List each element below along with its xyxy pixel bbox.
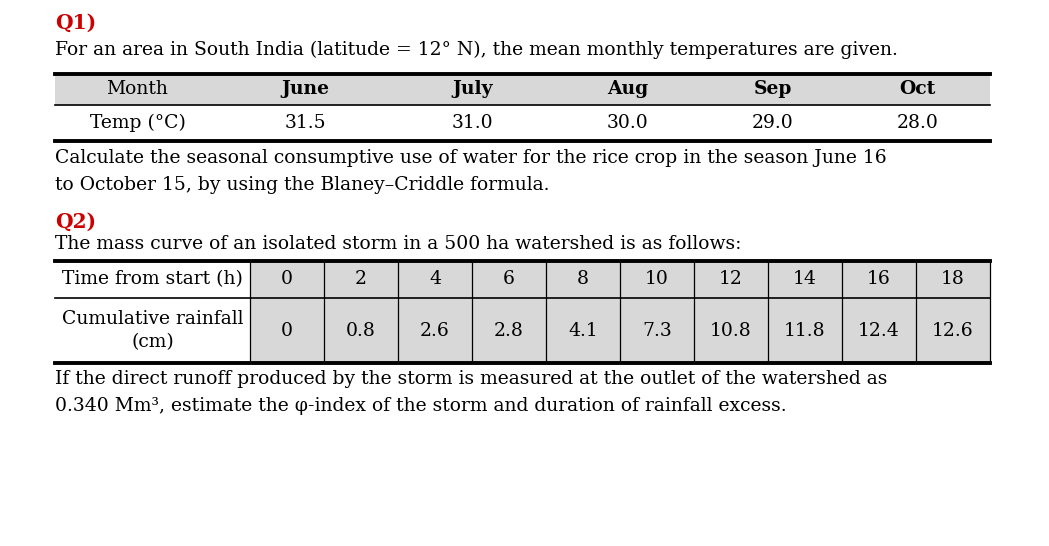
Text: Sep: Sep	[753, 80, 792, 98]
Text: Q2): Q2)	[55, 212, 97, 232]
Text: 10: 10	[645, 270, 669, 288]
Bar	[55, 74, 990, 105]
Text: Cumulative rainfall
(cm): Cumulative rainfall (cm)	[62, 310, 243, 351]
Text: 31.5: 31.5	[284, 114, 326, 132]
Text: 6: 6	[504, 270, 515, 288]
Text: 10.8: 10.8	[710, 322, 752, 340]
Text: 18: 18	[941, 270, 965, 288]
Text: Time from start (h): Time from start (h)	[62, 270, 243, 288]
Bar	[250, 298, 990, 363]
Text: 30.0: 30.0	[606, 114, 648, 132]
Text: 29.0: 29.0	[752, 114, 793, 132]
Text: 16: 16	[868, 270, 891, 288]
Text: 12.4: 12.4	[858, 322, 900, 340]
Text: 0: 0	[281, 322, 293, 340]
Text: 28.0: 28.0	[897, 114, 939, 132]
Text: 0.8: 0.8	[346, 322, 376, 340]
Text: Temp (°C): Temp (°C)	[89, 114, 186, 132]
Text: 2: 2	[355, 270, 367, 288]
Text: 11.8: 11.8	[785, 322, 826, 340]
Text: July: July	[452, 80, 493, 98]
Text: Aug: Aug	[607, 80, 648, 98]
Text: 14: 14	[793, 270, 817, 288]
Text: 4.1: 4.1	[569, 322, 598, 340]
Text: 4: 4	[429, 270, 441, 288]
Text: 2.8: 2.8	[494, 322, 523, 340]
Text: The mass curve of an isolated storm in a 500 ha watershed is as follows:: The mass curve of an isolated storm in a…	[55, 235, 742, 253]
Text: 12.6: 12.6	[933, 322, 973, 340]
Text: 31.0: 31.0	[452, 114, 493, 132]
Text: 12: 12	[719, 270, 743, 288]
Text: 0: 0	[281, 270, 293, 288]
Text: Oct: Oct	[899, 80, 936, 98]
Text: June: June	[281, 80, 329, 98]
Text: 2.6: 2.6	[421, 322, 450, 340]
Text: Calculate the seasonal consumptive use of water for the rice crop in the season : Calculate the seasonal consumptive use o…	[55, 149, 886, 194]
Text: 8: 8	[577, 270, 588, 288]
Bar	[250, 261, 990, 298]
Text: Q1): Q1)	[55, 13, 97, 33]
Text: If the direct runoff produced by the storm is measured at the outlet of the wate: If the direct runoff produced by the sto…	[55, 370, 887, 415]
Text: Month: Month	[107, 80, 169, 98]
Text: For an area in South India (latitude = 12° N), the mean monthly temperatures are: For an area in South India (latitude = 1…	[55, 41, 898, 60]
Text: 7.3: 7.3	[642, 322, 671, 340]
